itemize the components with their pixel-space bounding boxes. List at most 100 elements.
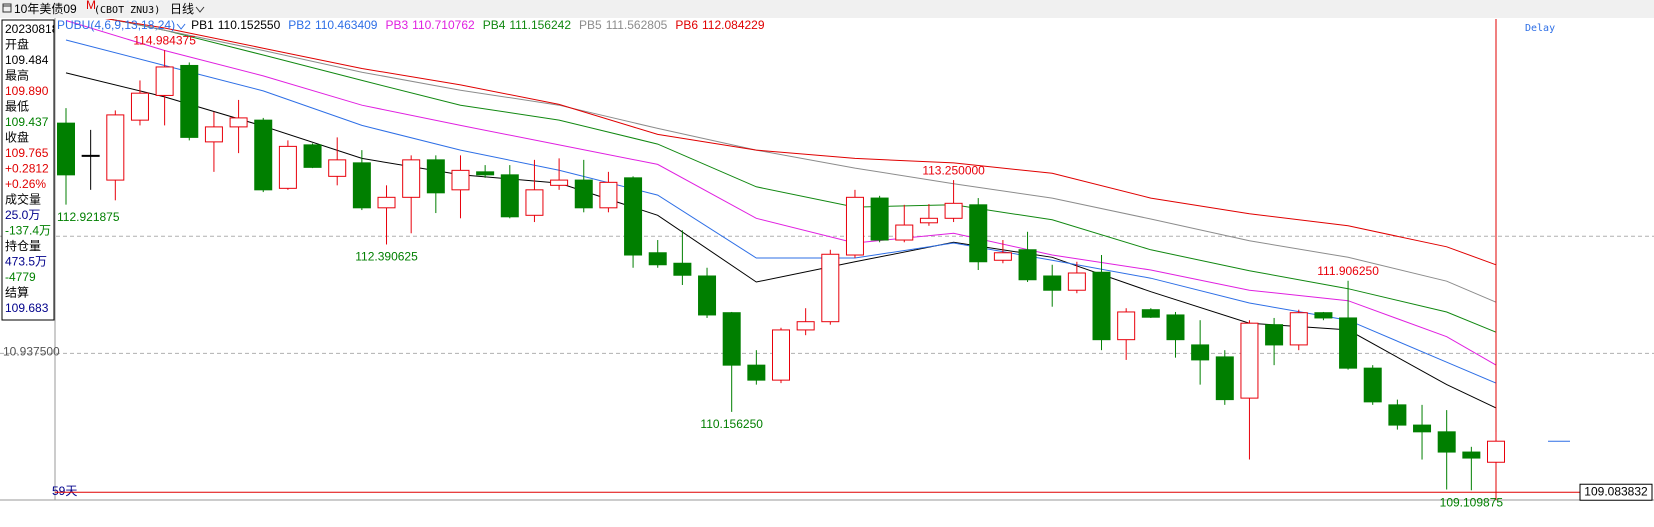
- candle-body: [500, 174, 519, 218]
- candle-body: [476, 171, 495, 176]
- legend-name: PB2: [288, 18, 311, 32]
- toolbar: [0, 0, 1654, 18]
- candle-body: [180, 64, 199, 138]
- candle-body: [673, 262, 692, 276]
- candle-body: [229, 117, 248, 128]
- candle-body: [747, 364, 766, 381]
- price-tag-box: [1579, 483, 1653, 501]
- info-panel: 20230818开盘109.484最高109.890最低109.437收盘109…: [1, 19, 55, 321]
- candle-body: [1265, 324, 1284, 346]
- candle-body: [1388, 404, 1407, 426]
- info-panel-text: 25.0万: [5, 208, 40, 222]
- candle-body: [1487, 440, 1505, 463]
- candle-body: [722, 312, 741, 366]
- candle-body: [278, 145, 297, 189]
- info-panel-text: -137.4万: [5, 224, 51, 238]
- indicator-line: [107, 19, 1497, 303]
- info-panel-lines: 20230818开盘109.484最高109.890最低109.437收盘109…: [5, 22, 54, 315]
- indicator-line: [104, 19, 1497, 266]
- candle-body: [1018, 249, 1037, 281]
- candle-body: [1437, 431, 1456, 453]
- candle-body: [1240, 322, 1259, 399]
- legend-name: PB3: [385, 18, 408, 32]
- candle-body: [1043, 275, 1062, 291]
- info-panel-frame: [1, 19, 55, 321]
- info-panel-text: -4779: [5, 270, 36, 284]
- candle-body: [328, 159, 347, 177]
- legend-value: 110.710762: [412, 18, 475, 32]
- candle-body: [57, 122, 75, 176]
- candle-body: [1462, 451, 1481, 459]
- candle-body: [772, 329, 790, 381]
- candle-body: [426, 159, 445, 194]
- candle-body: [1339, 317, 1358, 369]
- extreme-label: 110.156250: [700, 417, 763, 431]
- period-chevron[interactable]: [195, 6, 205, 13]
- candle-body: [1166, 314, 1185, 341]
- legend-value: 110.463409: [315, 18, 378, 32]
- candle-body: [254, 119, 273, 191]
- info-panel-text: +0.2812: [5, 162, 49, 176]
- price-tag-label: 109.083832: [1584, 484, 1648, 498]
- info-panel-text: 最低: [5, 100, 29, 114]
- candle-body: [155, 66, 174, 96]
- plot-area: [57, 19, 1505, 500]
- bar-count: 59天: [52, 484, 77, 498]
- candle-body: [204, 126, 223, 143]
- info-panel-text: 收盘: [5, 130, 29, 145]
- instrument-title: 10年美债09: [14, 2, 77, 16]
- candle-body: [303, 144, 322, 168]
- info-panel-text: 109.765: [5, 146, 49, 160]
- candle-body: [1117, 311, 1136, 341]
- candle-body: [624, 177, 643, 256]
- candle-body: [1067, 272, 1086, 291]
- extreme-label: 113.250000: [922, 163, 985, 177]
- candle-body: [698, 275, 717, 316]
- info-panel-text: 结算: [5, 285, 29, 300]
- info-panel-text: 473.5万: [5, 255, 47, 269]
- instrument-code: (CBOT ZNU3): [94, 5, 160, 16]
- candle-body: [550, 179, 569, 186]
- instrument-sup: M: [86, 0, 96, 12]
- candle-body: [402, 159, 421, 198]
- candle-body: [130, 92, 149, 121]
- candle-body: [1141, 309, 1160, 318]
- candle-body: [451, 169, 470, 191]
- info-panel-text: +0.26%: [5, 177, 46, 191]
- candle-body: [845, 196, 864, 256]
- candle-body: [870, 197, 889, 241]
- candle-body: [648, 252, 667, 266]
- indicator-chevron[interactable]: [176, 23, 186, 30]
- extreme-label: 112.921875: [57, 210, 120, 224]
- legend-name: PB6: [675, 18, 698, 32]
- info-panel-text: 109.437: [5, 115, 49, 129]
- candle-body: [1413, 424, 1432, 433]
- period-selector[interactable]: 日线: [170, 2, 194, 16]
- candle-body: [106, 114, 125, 181]
- toolbar-icon[interactable]: [2, 3, 12, 13]
- candle-body: [1363, 367, 1382, 403]
- candle-body: [796, 321, 815, 331]
- candle-body: [377, 196, 396, 209]
- status-text: Delay: [1525, 23, 1555, 34]
- candle-body: [1314, 312, 1333, 319]
- legend-value: 110.152550: [218, 18, 281, 32]
- info-panel-text: 最高: [5, 68, 29, 83]
- indicator-name: PUBU(4,6,9,13,18,24): [57, 18, 175, 32]
- candle-body: [574, 179, 593, 209]
- candle-body: [1092, 271, 1111, 341]
- indicator-line: [65, 20, 1497, 366]
- candle-body: [895, 224, 914, 241]
- legend-name: PB5: [579, 18, 602, 32]
- candle-body: [599, 181, 618, 209]
- info-panel-text: 开盘: [5, 37, 29, 52]
- legend-value: 112.084229: [702, 18, 765, 32]
- indicator-line: [107, 19, 1497, 333]
- candle-body: [81, 154, 100, 157]
- extreme-label: 109.109875: [1440, 495, 1504, 509]
- y-tick-label: 10.937500: [3, 345, 60, 359]
- info-panel-text: 109.683: [5, 301, 49, 315]
- candle-body: [1289, 312, 1308, 346]
